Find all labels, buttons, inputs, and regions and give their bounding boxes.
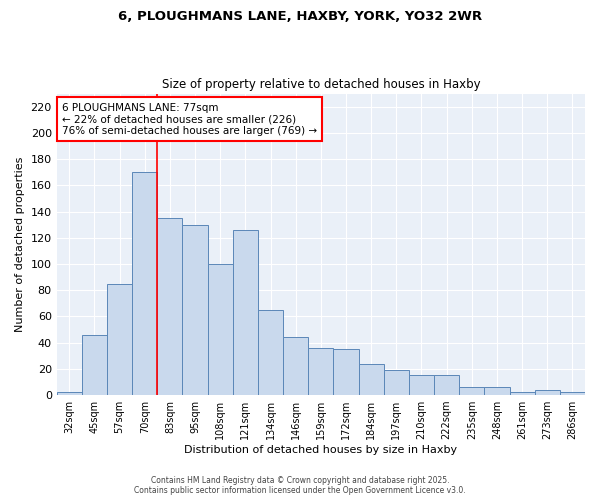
- Bar: [484, 387, 509, 395]
- Bar: [82, 335, 107, 395]
- Bar: [560, 392, 585, 395]
- Bar: [132, 172, 157, 395]
- X-axis label: Distribution of detached houses by size in Haxby: Distribution of detached houses by size …: [184, 445, 457, 455]
- Bar: [434, 376, 459, 395]
- Bar: [359, 364, 384, 395]
- Bar: [182, 224, 208, 395]
- Bar: [334, 349, 359, 395]
- Bar: [107, 284, 132, 395]
- Bar: [384, 370, 409, 395]
- Bar: [208, 264, 233, 395]
- Bar: [535, 390, 560, 395]
- Y-axis label: Number of detached properties: Number of detached properties: [15, 156, 25, 332]
- Bar: [459, 387, 484, 395]
- Bar: [283, 338, 308, 395]
- Bar: [409, 376, 434, 395]
- Bar: [233, 230, 258, 395]
- Bar: [258, 310, 283, 395]
- Text: Contains HM Land Registry data © Crown copyright and database right 2025.
Contai: Contains HM Land Registry data © Crown c…: [134, 476, 466, 495]
- Bar: [56, 392, 82, 395]
- Text: 6 PLOUGHMANS LANE: 77sqm
← 22% of detached houses are smaller (226)
76% of semi-: 6 PLOUGHMANS LANE: 77sqm ← 22% of detach…: [62, 102, 317, 136]
- Text: 6, PLOUGHMANS LANE, HAXBY, YORK, YO32 2WR: 6, PLOUGHMANS LANE, HAXBY, YORK, YO32 2W…: [118, 10, 482, 23]
- Bar: [157, 218, 182, 395]
- Bar: [308, 348, 334, 395]
- Bar: [509, 392, 535, 395]
- Title: Size of property relative to detached houses in Haxby: Size of property relative to detached ho…: [161, 78, 480, 91]
